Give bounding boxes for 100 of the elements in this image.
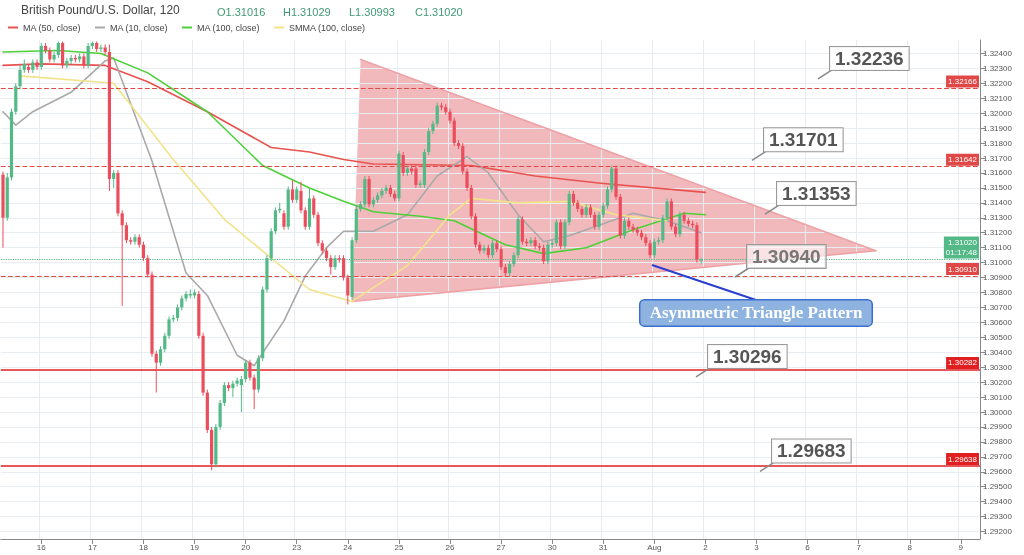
x-tick-label: 17 xyxy=(87,542,98,552)
y-tick-label: 1.31500 xyxy=(983,183,1013,193)
candlestick xyxy=(661,214,665,244)
candlestick xyxy=(146,254,150,279)
candlestick xyxy=(610,165,614,193)
candlestick xyxy=(427,127,431,156)
candlestick xyxy=(682,211,686,225)
candlestick xyxy=(99,43,103,53)
x-tick-label: 19 xyxy=(190,542,200,552)
candlestick xyxy=(252,374,256,410)
x-tick-label: Aug xyxy=(647,542,662,552)
y-tick-label: 1.30300 xyxy=(983,362,1013,372)
y-tick-label: 1.29900 xyxy=(983,422,1013,432)
y-tick-label: 1.29800 xyxy=(983,437,1013,447)
candlestick xyxy=(465,167,469,192)
x-tick-label: 23 xyxy=(292,542,302,552)
candlestick xyxy=(35,58,39,71)
candlestick xyxy=(622,217,627,240)
y-tick-label: 1.31100 xyxy=(983,243,1012,253)
x-tick-label: 6 xyxy=(805,542,811,552)
candlestick xyxy=(141,241,146,262)
candlestick xyxy=(282,209,286,231)
candlestick xyxy=(312,194,316,219)
candlestick xyxy=(341,254,346,282)
candlestick xyxy=(499,245,503,271)
candlestick xyxy=(299,181,303,214)
candlestick xyxy=(605,185,610,210)
y-tick-label: 1.31300 xyxy=(983,213,1013,223)
candlestick xyxy=(222,381,226,407)
x-tick-label: 27 xyxy=(496,542,507,552)
x-tick-label: 31 xyxy=(598,542,609,552)
candlestick xyxy=(248,359,252,382)
y-tick-label: 1.29300 xyxy=(983,512,1013,522)
annotation: Asymmetric Triangle Pattern xyxy=(649,303,863,323)
y-tick-label: 1.30200 xyxy=(983,377,1013,387)
candlestick xyxy=(563,218,567,250)
candlestick xyxy=(631,223,635,234)
annotation: 1.31353 xyxy=(782,183,851,205)
y-tick-label: 1.32200 xyxy=(983,78,1013,88)
ref-line-label: 1.30910 xyxy=(948,264,978,274)
candlestick xyxy=(52,51,56,63)
candlestick xyxy=(520,215,524,246)
annotation: 1.29683 xyxy=(777,440,846,462)
candlestick xyxy=(235,377,239,388)
x-tick-label: 2 xyxy=(703,542,709,552)
x-tick-label: 3 xyxy=(754,542,760,552)
candlestick xyxy=(580,205,584,219)
candlestick xyxy=(401,151,405,177)
candlestick xyxy=(124,221,129,244)
candlestick xyxy=(18,64,22,90)
y-tick-label: 1.29700 xyxy=(983,452,1013,462)
y-tick-label: 1.30100 xyxy=(983,392,1013,402)
candlestick xyxy=(452,117,456,147)
ref-line-label: 1.29638 xyxy=(948,454,978,464)
candlestick xyxy=(167,315,171,340)
candlestick xyxy=(154,350,158,394)
candlestick xyxy=(218,399,222,431)
x-tick-label: 16 xyxy=(36,542,47,552)
candlestick xyxy=(533,236,537,250)
candlestick xyxy=(133,233,137,246)
candlestick xyxy=(163,332,167,353)
y-tick-label: 1.30700 xyxy=(983,302,1013,312)
candlestick xyxy=(414,165,418,189)
y-tick-label: 1.30800 xyxy=(983,287,1013,297)
y-tick-label: 1.32400 xyxy=(983,48,1013,58)
candlestick xyxy=(559,218,563,250)
candlestick xyxy=(303,206,307,231)
ref-line-label: 1.32166 xyxy=(948,76,978,86)
text: C1.31020 xyxy=(415,5,463,18)
y-tick-label: 1.32000 xyxy=(983,108,1013,118)
y-tick-label: 1.31700 xyxy=(983,153,1013,163)
candlestick xyxy=(86,42,90,69)
y-tick-label: 1.30400 xyxy=(983,347,1013,357)
y-tick-label: 1.31600 xyxy=(983,168,1013,178)
y-tick-label: 1.30900 xyxy=(983,273,1013,283)
candlestick xyxy=(290,179,295,204)
y-tick-label: 1.29400 xyxy=(983,497,1013,507)
candlestick xyxy=(184,290,188,302)
candlestick xyxy=(244,359,248,383)
candlestick xyxy=(61,40,65,69)
candlestick xyxy=(435,102,439,128)
ref-line-label: 1.30282 xyxy=(948,358,978,368)
candlestick xyxy=(39,42,43,71)
legend-label: MA (100, close) xyxy=(197,22,260,33)
x-tick-label: 20 xyxy=(241,542,251,552)
x-tick-label: 30 xyxy=(547,542,558,552)
candlestick xyxy=(329,254,333,276)
annotation: 1.30940 xyxy=(752,246,821,267)
y-tick-label: 1.31000 xyxy=(983,258,1013,268)
ref-line-label: 1.31642 xyxy=(948,155,978,165)
candlestick xyxy=(482,244,486,255)
y-tick-label: 1.29500 xyxy=(983,482,1013,492)
candlestick xyxy=(431,120,435,135)
chart-title: British Pound/U.S. Dollar, 120 xyxy=(21,3,181,17)
candlestick xyxy=(554,218,559,247)
candlestick xyxy=(384,184,388,195)
candlestick xyxy=(69,54,73,65)
y-tick-label: 1.31400 xyxy=(983,198,1013,208)
y-tick-label: 1.30600 xyxy=(983,317,1013,327)
x-tick-label: 7 xyxy=(856,542,862,552)
